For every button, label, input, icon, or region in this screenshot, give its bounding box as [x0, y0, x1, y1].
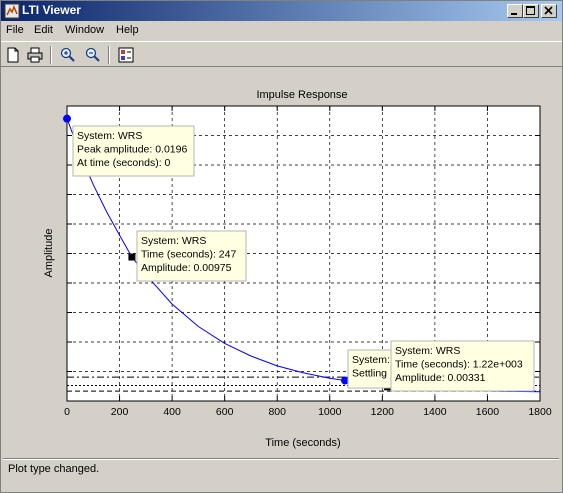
menu-edit[interactable]: Edit — [34, 24, 53, 36]
data-marker-square — [128, 253, 136, 261]
data-marker-dot — [341, 376, 350, 385]
x-tick-label: 0 — [64, 406, 70, 418]
zoom-in-icon — [60, 47, 75, 62]
datatip-box — [390, 340, 535, 392]
menu-help[interactable]: Help — [116, 24, 139, 36]
toolbar-separator — [50, 46, 52, 64]
x-tick-label: 1600 — [476, 406, 500, 418]
datatip-text: Amplitude: 0.00975 — [141, 262, 232, 274]
maximize-button[interactable] — [523, 4, 539, 18]
x-tick-label: 400 — [163, 406, 181, 418]
datatip-text: Amplitude: 0.00331 — [395, 372, 486, 384]
datatip[interactable]: System: WRS Time (seconds): 247Amplitude:… — [136, 230, 247, 282]
menu-bar: File Edit Window Help — [1, 21, 562, 40]
minimize-icon — [511, 13, 517, 15]
chart-title: Impulse Response — [256, 89, 347, 101]
status-text: Plot type changed. — [8, 463, 100, 475]
plot-area: Impulse Response 0 200 400 600 800 1000 1200 14… — [1, 67, 562, 459]
data-marker-dot — [63, 114, 71, 123]
datatip-text: System: WRS — [395, 345, 460, 357]
datatip[interactable]: System: WRS Time (seconds): 1.22e+003Ampl… — [390, 340, 535, 392]
datatip-box — [136, 230, 247, 282]
x-tick-label: 1200 — [371, 406, 395, 418]
matlab-app-icon — [4, 3, 20, 19]
datatip-text: System: — [352, 354, 390, 366]
x-tick-label: 1800 — [528, 406, 552, 418]
datatip-box — [72, 125, 195, 177]
zoom-out-button[interactable] — [83, 45, 103, 65]
toolbar-separator — [108, 46, 110, 64]
x-tick-label: 600 — [216, 406, 234, 418]
x-tick-label: 800 — [268, 406, 286, 418]
datatip-text: System: WRS — [141, 235, 206, 247]
datatip-box — [347, 349, 395, 389]
plot-config-icon — [118, 47, 134, 63]
new-figure-icon — [7, 47, 19, 63]
plot-config-button[interactable] — [116, 45, 136, 65]
print-button[interactable] — [25, 45, 45, 65]
menu-window[interactable]: Window — [65, 24, 105, 36]
title-bar[interactable]: LTI Viewer — [1, 1, 562, 21]
x-axis-label: Time (seconds) — [265, 437, 340, 449]
impulse-response-chart[interactable]: Impulse Response 0 200 400 600 800 1000 1200 14… — [1, 67, 562, 459]
new-figure-button[interactable] — [3, 45, 23, 65]
minimize-button[interactable] — [507, 4, 523, 18]
menu-file[interactable]: File — [6, 24, 24, 36]
zoom-out-icon — [85, 47, 100, 62]
toolbar — [1, 41, 562, 67]
x-axis-ticks: 0 200 400 600 800 1000 1200 1400 1600 1800 — [64, 106, 552, 418]
y-axis-ticks — [67, 105, 540, 402]
zoom-in-button[interactable] — [58, 45, 78, 65]
datatip-text: Peak amplitude: 0.0196 — [77, 144, 187, 156]
datatip[interactable]: System: Settling — [347, 349, 395, 389]
window-title: LTI Viewer — [22, 3, 81, 17]
y-axis-label: Amplitude — [43, 229, 55, 278]
maximize-icon — [526, 6, 535, 15]
datatip-text: Time (seconds): 247 — [141, 249, 236, 261]
print-icon — [27, 47, 43, 63]
datatip-text: Time (seconds): 1.22e+003 — [395, 359, 523, 371]
x-tick-label: 1400 — [423, 406, 447, 418]
close-icon — [544, 6, 553, 15]
x-tick-label: 1000 — [318, 406, 342, 418]
x-tick-label: 200 — [111, 406, 129, 418]
datatip-text: System: WRS — [77, 130, 142, 142]
status-separator — [3, 458, 559, 460]
close-button[interactable] — [541, 4, 557, 18]
datatip-text: At time (seconds): 0 — [77, 157, 171, 169]
datatip-text: Settling — [352, 368, 387, 380]
